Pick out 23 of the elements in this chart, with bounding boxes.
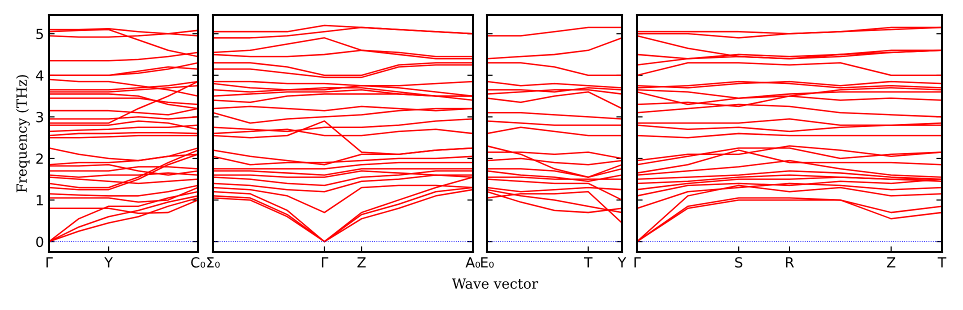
y-tick-label: 3	[36, 112, 44, 122]
x-tick-label: T	[584, 257, 593, 268]
x-tick-label: C₀	[191, 257, 206, 268]
x-tick-label: Z	[357, 257, 366, 268]
x-tick-label: Y	[104, 257, 113, 268]
x-tick-label: Z	[887, 257, 896, 268]
y-tick-label: 5	[36, 28, 43, 40]
x-tick-label: Y	[618, 257, 626, 268]
x-tick-label: R	[786, 257, 794, 268]
y-tick-label: 0	[36, 236, 44, 248]
x-tick-label: Γ	[634, 257, 641, 268]
y-axis-title: Frequency (THz)	[16, 75, 30, 192]
x-axis-title: Wave vector	[452, 278, 538, 289]
x-tick-label: Γ	[322, 257, 328, 268]
x-tick-label: Σ₀	[207, 257, 220, 268]
x-tick-label: A₀	[466, 257, 480, 268]
x-tick-label: Γ	[46, 257, 53, 268]
x-tick-label: T	[938, 257, 946, 268]
y-tick-label: 1	[36, 195, 43, 206]
y-tick-label: 2	[36, 153, 43, 164]
x-tick-label: E₀	[481, 257, 494, 268]
y-tick-label: 4	[36, 70, 44, 81]
x-tick-label: S	[735, 257, 742, 268]
